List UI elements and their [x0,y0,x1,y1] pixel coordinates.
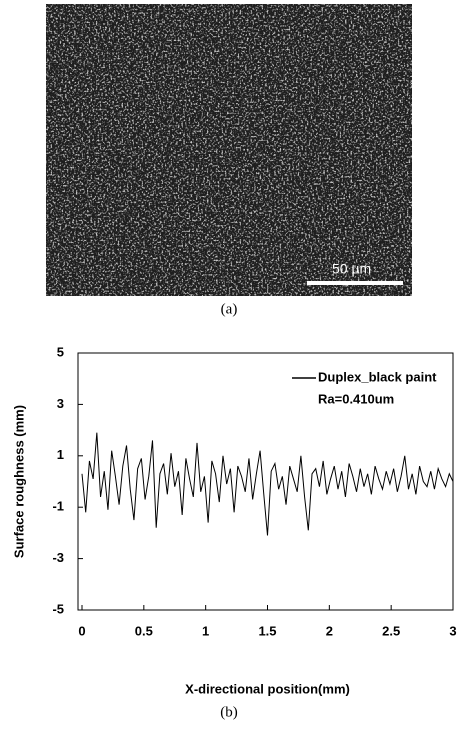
y-tick-label: 5 [57,344,64,359]
legend-label: Duplex_black paint [318,369,437,384]
micrograph-texture [46,4,412,296]
x-tick-label: 2 [326,623,333,638]
series-line [81,432,454,536]
y-tick-label: -5 [52,601,64,616]
x-tick-label: 1.5 [258,623,276,638]
y-axis-label: Surface roughness (mm) [11,405,26,558]
x-tick-label: 0.5 [135,623,153,638]
x-tick-label: 1 [202,623,209,638]
caption-b: (b) [220,704,238,720]
scale-bar-label: 50 µm [332,261,371,277]
caption-a: (a) [221,301,238,317]
chart: 5 3 1 -1 -3 -5 0 0.5 1 1.5 2 2.5 3 X-directional posi… [11,344,456,720]
scale-bar [307,281,403,285]
y-tick-label: -3 [52,550,64,565]
plot-frame [77,352,454,611]
annotation: Ra=0.410um [318,391,394,406]
micrograph: 50 µm [46,4,412,296]
x-axis-label: X-directional position(mm) [185,681,350,696]
y-tick-label: 3 [57,396,64,411]
y-tick-label: -1 [52,499,64,514]
x-tick-label: 2.5 [382,623,400,638]
x-tick-label: 0 [78,623,85,638]
x-tick-label: 3 [449,623,456,638]
y-tick-label: 1 [57,447,64,462]
